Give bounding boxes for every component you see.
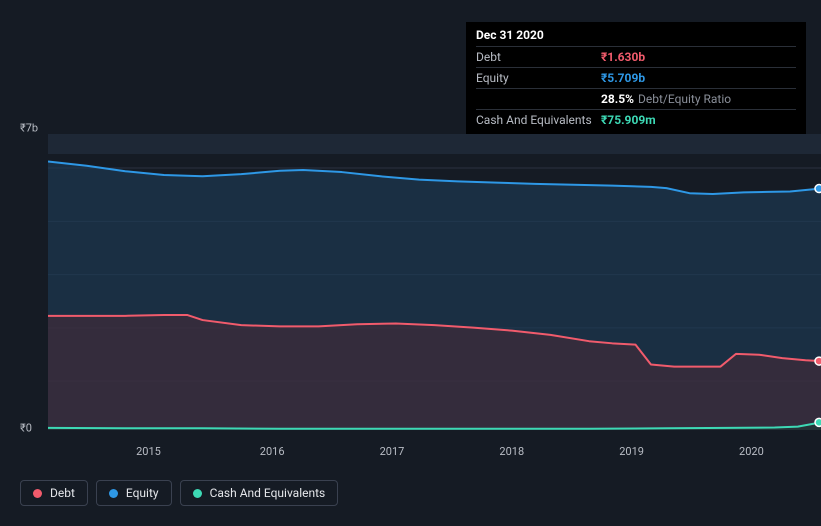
tooltip-row: Equity₹5.709b: [476, 67, 796, 88]
chart-svg: [48, 134, 821, 430]
y-label-top: ₹7b: [20, 122, 38, 135]
chart-plot[interactable]: [48, 134, 821, 430]
tooltip-value: ₹1.630b: [601, 50, 645, 64]
tooltip-value: 28.5%Debt/Equity Ratio: [601, 92, 731, 106]
x-tick: 2018: [499, 445, 524, 458]
tooltip-rows: Debt₹1.630bEquity₹5.709b28.5%Debt/Equity…: [476, 46, 796, 130]
x-tick: 2020: [739, 445, 764, 458]
tooltip-row: 28.5%Debt/Equity Ratio: [476, 88, 796, 109]
x-tick: 2016: [260, 445, 285, 458]
legend-label: Equity: [126, 486, 159, 500]
x-tick: 2017: [380, 445, 405, 458]
data-tooltip: Dec 31 2020 Debt₹1.630bEquity₹5.709b28.5…: [466, 22, 806, 136]
x-axis: 2015 2016 2017 2018 2019 2020: [48, 445, 821, 465]
tooltip-value: ₹5.709b: [601, 71, 645, 85]
legend-swatch: [33, 489, 42, 498]
x-tick: 2019: [619, 445, 644, 458]
tooltip-row: Debt₹1.630b: [476, 46, 796, 67]
tooltip-label: Debt: [476, 50, 601, 64]
legend-label: Debt: [50, 486, 75, 500]
chart-area: ₹7b ₹0: [20, 120, 821, 430]
legend: Debt Equity Cash And Equivalents: [20, 480, 338, 506]
legend-swatch: [193, 489, 202, 498]
tooltip-date: Dec 31 2020: [476, 28, 796, 46]
legend-swatch: [109, 489, 118, 498]
legend-item[interactable]: Debt: [20, 480, 88, 506]
legend-item[interactable]: Cash And Equivalents: [180, 480, 339, 506]
y-label-bottom: ₹0: [20, 422, 32, 435]
tooltip-label: [476, 92, 601, 106]
tooltip-label: Equity: [476, 71, 601, 85]
x-tick: 2015: [136, 445, 161, 458]
legend-item[interactable]: Equity: [96, 480, 172, 506]
legend-label: Cash And Equivalents: [210, 486, 326, 500]
